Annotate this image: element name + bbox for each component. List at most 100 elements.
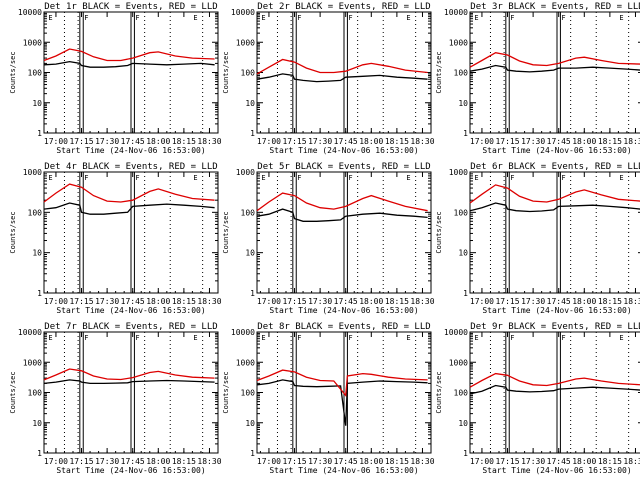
y-tick-label: 10 <box>458 249 468 258</box>
event-marker: E <box>619 334 623 342</box>
x-tick-label: 18:15 <box>385 457 409 466</box>
detector-panel-7: Det 7r BLACK = Events, RED = LLD E F F E 1 10 1… <box>9 322 222 475</box>
series-line-events <box>43 202 215 215</box>
y-tick-label: 10000 <box>231 328 255 337</box>
y-axis-label: Counts/sec <box>435 51 443 93</box>
event-marker: E <box>474 334 478 342</box>
x-axis-label: Start Time (24-Nov-06 16:53:00) <box>56 466 205 475</box>
y-tick-label: 10000 <box>444 8 468 17</box>
plot-frame <box>469 171 640 294</box>
y-tick-label: 1 <box>463 289 468 298</box>
event-marker: F <box>561 174 565 182</box>
series-line-events <box>469 202 640 213</box>
y-tick-label: 1000 <box>236 38 255 47</box>
x-tick-label: 18:30 <box>197 457 221 466</box>
event-marker: F <box>135 334 139 342</box>
x-tick-label: 17:30 <box>308 297 332 306</box>
detector-panel-3: Det 3r BLACK = Events, RED = LLD E F F E 1 10 1… <box>435 2 640 155</box>
x-tick-label: 18:15 <box>385 297 409 306</box>
x-tick-label: 17:30 <box>95 137 119 146</box>
event-marker: E <box>261 174 265 182</box>
x-tick-label: 18:30 <box>623 297 640 306</box>
event-marker: F <box>135 14 139 22</box>
x-tick-label: 17:45 <box>547 297 571 306</box>
plot-frame <box>469 331 640 454</box>
y-tick-label: 100 <box>454 69 469 78</box>
x-axis-label: Start Time (24-Nov-06 16:53:00) <box>482 146 631 155</box>
x-tick-label: 17:30 <box>308 137 332 146</box>
x-tick-label: 17:00 <box>257 297 281 306</box>
detector-panel-1: Det 1r BLACK = Events, RED = LLD E F F E 1 10 1… <box>9 2 222 155</box>
x-tick-label: 17:15 <box>282 297 306 306</box>
x-tick-label: 17:45 <box>547 137 571 146</box>
event-marker: E <box>619 174 623 182</box>
x-tick-label: 18:15 <box>172 137 196 146</box>
x-tick-label: 17:15 <box>69 297 93 306</box>
y-tick-label: 1 <box>250 129 255 138</box>
series-line-events <box>469 384 640 395</box>
panel-title: Det 7r BLACK = Events, RED = LLD <box>44 322 217 332</box>
x-tick-label: 17:45 <box>121 297 145 306</box>
detector-panel-5: Det 5r BLACK = Events, RED = LLD E F F E 1 10 1… <box>222 162 435 315</box>
event-marker: F <box>561 14 565 22</box>
detector-panel-6: Det 6r BLACK = Events, RED = LLD E F F E 1 10 1… <box>435 162 640 315</box>
series-line-lld <box>43 183 215 203</box>
x-tick-label: 18:15 <box>385 137 409 146</box>
series-line-events <box>43 60 215 68</box>
x-tick-label: 18:30 <box>410 457 434 466</box>
y-tick-label: 10000 <box>444 328 468 337</box>
x-tick-label: 17:15 <box>495 457 519 466</box>
y-axis-label: Counts/sec <box>9 211 17 253</box>
event-marker: F <box>297 334 301 342</box>
x-tick-label: 17:30 <box>95 297 119 306</box>
event-marker: E <box>406 174 410 182</box>
x-tick-label: 17:30 <box>521 297 545 306</box>
y-axis-label: Counts/sec <box>222 371 230 413</box>
y-tick-label: 100 <box>28 69 43 78</box>
detector-panel-4: Det 4r BLACK = Events, RED = LLD E F F E 1 10 1… <box>9 162 222 315</box>
x-tick-label: 18:30 <box>623 457 640 466</box>
series-line-events <box>256 208 428 222</box>
x-tick-label: 17:00 <box>470 137 494 146</box>
x-tick-label: 18:30 <box>197 297 221 306</box>
y-tick-label: 1000 <box>23 358 42 367</box>
x-tick-label: 18:00 <box>359 137 383 146</box>
series-line-lld <box>469 52 640 68</box>
x-tick-label: 17:00 <box>257 137 281 146</box>
y-tick-label: 1 <box>463 449 468 458</box>
event-marker: E <box>619 14 623 22</box>
x-tick-label: 18:30 <box>410 297 434 306</box>
x-tick-label: 17:30 <box>521 137 545 146</box>
x-tick-label: 18:15 <box>598 457 622 466</box>
x-tick-label: 18:15 <box>598 137 622 146</box>
event-marker: F <box>135 174 139 182</box>
x-axis-label: Start Time (24-Nov-06 16:53:00) <box>482 466 631 475</box>
y-tick-label: 1000 <box>23 168 42 177</box>
y-tick-label: 1000 <box>236 358 255 367</box>
event-marker: E <box>193 174 197 182</box>
event-marker: F <box>348 14 352 22</box>
x-tick-label: 17:00 <box>257 457 281 466</box>
x-tick-label: 17:15 <box>69 457 93 466</box>
series-line-lld <box>256 369 428 398</box>
y-tick-label: 1000 <box>23 38 42 47</box>
y-tick-label: 100 <box>28 389 43 398</box>
y-axis-label: Counts/sec <box>222 51 230 93</box>
series-line-lld <box>256 58 428 75</box>
event-marker: F <box>84 174 88 182</box>
event-marker: E <box>193 334 197 342</box>
event-marker: E <box>48 174 52 182</box>
y-tick-label: 100 <box>241 208 256 217</box>
y-tick-label: 1 <box>37 289 42 298</box>
panel-title: Det 8r BLACK = Events, RED = LLD <box>257 322 430 332</box>
panel-title: Det 3r BLACK = Events, RED = LLD <box>470 2 640 12</box>
event-marker: E <box>48 334 52 342</box>
panel-title: Det 9r BLACK = Events, RED = LLD <box>470 322 640 332</box>
x-axis-label: Start Time (24-Nov-06 16:53:00) <box>56 306 205 315</box>
event-marker: F <box>297 14 301 22</box>
event-marker: E <box>261 14 265 22</box>
y-tick-label: 10 <box>245 99 255 108</box>
event-marker: E <box>261 334 265 342</box>
y-tick-label: 1000 <box>236 168 255 177</box>
x-tick-label: 18:30 <box>623 137 640 146</box>
